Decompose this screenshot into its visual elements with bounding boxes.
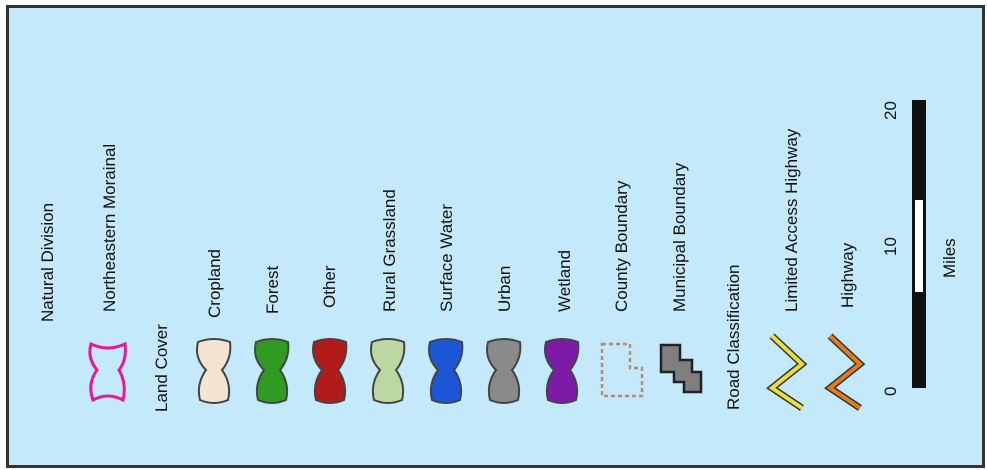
- section-label-road-classification: Road Classification: [724, 264, 743, 410]
- surface-water-symbol: [428, 338, 464, 404]
- section-label-natural-division: Natural Division: [38, 202, 57, 322]
- rural-grassland-symbol: [370, 338, 406, 404]
- label-cropland: Cropland: [205, 249, 224, 318]
- scale-bar: [912, 100, 926, 388]
- label-highway: Highway: [838, 242, 857, 308]
- other-symbol: [312, 338, 348, 404]
- section-label-land-cover: Land Cover: [152, 324, 171, 412]
- scale-bar-segment: [915, 200, 923, 292]
- label-northeastern-morainal: Northeastern Morainal: [100, 143, 119, 312]
- county-boundary-symbol: [600, 342, 644, 398]
- scale-unit-label: Miles: [940, 238, 959, 278]
- label-wetland: Wetland: [555, 249, 574, 312]
- municipal-boundary-symbol: [659, 343, 703, 394]
- label-urban: Urban: [495, 265, 514, 312]
- urban-symbol: [486, 338, 522, 404]
- label-rural-grassland: Rural Grassland: [380, 189, 399, 312]
- label-county-boundary: County Boundary: [612, 180, 631, 312]
- forest-symbol: [254, 338, 290, 404]
- label-other: Other: [320, 265, 339, 308]
- label-limited-access-highway: Limited Access Highway: [782, 128, 801, 312]
- label-municipal-boundary: Municipal Boundary: [670, 162, 689, 312]
- scale-tick-10: 10: [881, 237, 900, 256]
- cropland-symbol: [196, 338, 232, 404]
- northeastern-morainal-symbol: [88, 341, 127, 403]
- label-forest: Forest: [263, 265, 282, 314]
- scale-tick-20: 20: [881, 101, 900, 120]
- label-surface-water: Surface Water: [437, 203, 456, 312]
- scale-tick-0: 0: [881, 386, 900, 396]
- highway-symbol: [824, 333, 866, 411]
- wetland-symbol: [544, 338, 580, 404]
- limited-access-highway-symbol: [766, 333, 808, 411]
